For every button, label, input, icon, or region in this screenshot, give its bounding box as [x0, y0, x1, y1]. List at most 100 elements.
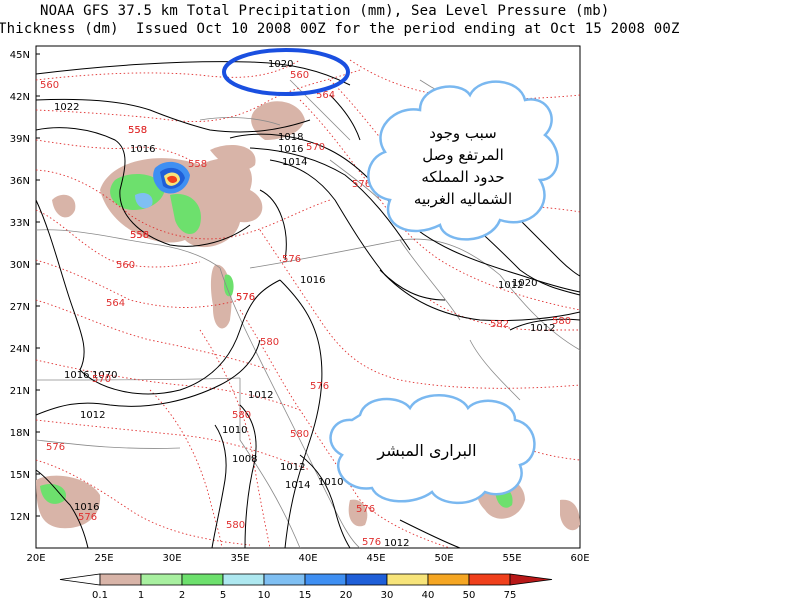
lon-label: 60E	[570, 553, 589, 564]
precip-area	[560, 499, 580, 531]
legend-value: 10	[258, 590, 271, 600]
thickness-label: 558	[128, 125, 147, 136]
pressure-label: 1012	[280, 462, 305, 473]
thickness-label: 576	[46, 442, 65, 453]
thickness-line	[35, 169, 331, 240]
thickness-line	[35, 359, 301, 411]
precip-area	[52, 194, 76, 218]
legend-swatch	[263, 573, 306, 586]
cloud-high-line-3: حدود المملكه	[421, 168, 505, 186]
legend-swatch	[509, 573, 553, 586]
legend-value: 40	[422, 590, 435, 600]
pressure-label: 1010	[222, 425, 247, 436]
legend-swatch	[304, 573, 347, 586]
lat-label: 15N	[10, 470, 30, 481]
pressure-line	[279, 279, 323, 549]
cloud-high-line-4: الشماليه الغربيه	[413, 190, 513, 208]
thickness-label: 570	[92, 374, 111, 385]
legend-swatch	[386, 573, 429, 586]
legend-value: 75	[504, 590, 517, 600]
legend-value: 1	[138, 590, 144, 600]
lat-label: 45N	[10, 50, 30, 61]
high-pressure-highlight	[222, 48, 350, 96]
pressure-label: 1012	[80, 410, 105, 421]
pressure-line	[329, 94, 361, 141]
thickness-line	[35, 59, 301, 81]
pressure-label: 1016	[278, 144, 303, 155]
pressure-label: 1012	[530, 323, 555, 334]
border-line	[35, 439, 181, 449]
lon-label: 20E	[26, 553, 45, 564]
border-line	[249, 238, 581, 351]
legend-value: 5	[220, 590, 226, 600]
thickness-line	[149, 389, 223, 549]
pressure-line	[35, 61, 351, 86]
thickness-label: 576	[310, 381, 329, 392]
thickness-label: 576	[236, 292, 255, 303]
pressure-label: 1016	[130, 144, 155, 155]
cloud-high-line-1: سبب وجود	[429, 124, 497, 142]
legend-value: 30	[381, 590, 394, 600]
legend-value: 15	[299, 590, 312, 600]
pressure-line	[35, 98, 311, 133]
thickness-label: 582	[490, 319, 509, 330]
precip-area	[135, 193, 153, 209]
precipitation-fields	[36, 101, 580, 531]
precip-area	[167, 175, 178, 183]
legend-swatch	[345, 573, 388, 586]
border-line	[289, 79, 351, 141]
pressure-line	[211, 424, 227, 549]
border-line	[399, 239, 461, 321]
legend-swatch	[99, 573, 142, 586]
pressure-line	[35, 199, 85, 371]
lat-label: 24N	[10, 344, 30, 355]
precip-area	[40, 483, 66, 504]
legend-value: 2	[179, 590, 185, 600]
thickness-label: 560	[290, 70, 309, 81]
thickness-label: 580	[552, 316, 571, 327]
thickness-label: 558	[130, 230, 149, 241]
pressure-line	[35, 339, 261, 416]
thickness-label: 576	[78, 512, 97, 523]
legend-swatch	[181, 573, 224, 586]
thickness-label: 580	[290, 429, 309, 440]
thickness-line	[35, 419, 311, 471]
thickness-label: 560	[40, 80, 59, 91]
chart-title-line2: Thickness (dm) Issued Oct 10 2008 00Z fo…	[0, 21, 680, 37]
thickness-label: 576	[282, 254, 301, 265]
precipitation-legend: 0.1 1 2 5 10 15 20 30 40 50 75	[59, 573, 553, 601]
pressure-line	[35, 469, 89, 549]
contour-labels: 1020102210181016101410161016101210101008…	[40, 59, 571, 549]
thickness-label: 558	[128, 125, 147, 136]
thickness-label: 576	[362, 537, 381, 548]
thickness-line	[199, 329, 271, 549]
legend-value: 50	[463, 590, 476, 600]
thickness-label: 560	[116, 260, 135, 271]
lat-label: 27N	[10, 302, 30, 313]
lat-label: 36N	[10, 176, 30, 187]
border-line	[199, 117, 281, 126]
precip-area	[210, 145, 256, 170]
lat-label: 18N	[10, 428, 30, 439]
legend-swatch	[427, 573, 470, 586]
pressure-label: 1016	[74, 502, 99, 513]
pressure-line	[259, 189, 287, 261]
thickness-label: 576	[236, 292, 255, 303]
country-borders	[35, 79, 581, 549]
axis-labels: 45N 42N 39N 36N 33N 30N 27N 24N 21N 18N 15N 12N 20E 2…	[10, 50, 590, 564]
legend-value: 20	[340, 590, 353, 600]
pressure-line	[399, 519, 461, 549]
cloud-jet-text: البرارى المبشر	[377, 441, 477, 460]
pressure-label: 1014	[282, 157, 307, 168]
pressure-label: 1016	[300, 275, 325, 286]
lon-label: 30E	[162, 553, 181, 564]
cloud-high-line-2: المرتفع وصل	[422, 146, 504, 164]
thickness-label: 580	[260, 337, 279, 348]
thickness-label: 564	[316, 90, 335, 101]
cloud-high-text: سبب وجود المرتفع وصل حدود المملكه الشمال…	[388, 122, 538, 210]
precip-area	[348, 499, 368, 527]
lon-label: 45E	[366, 553, 385, 564]
pressure-label: 1018	[278, 132, 303, 143]
legend-swatch	[140, 573, 183, 586]
